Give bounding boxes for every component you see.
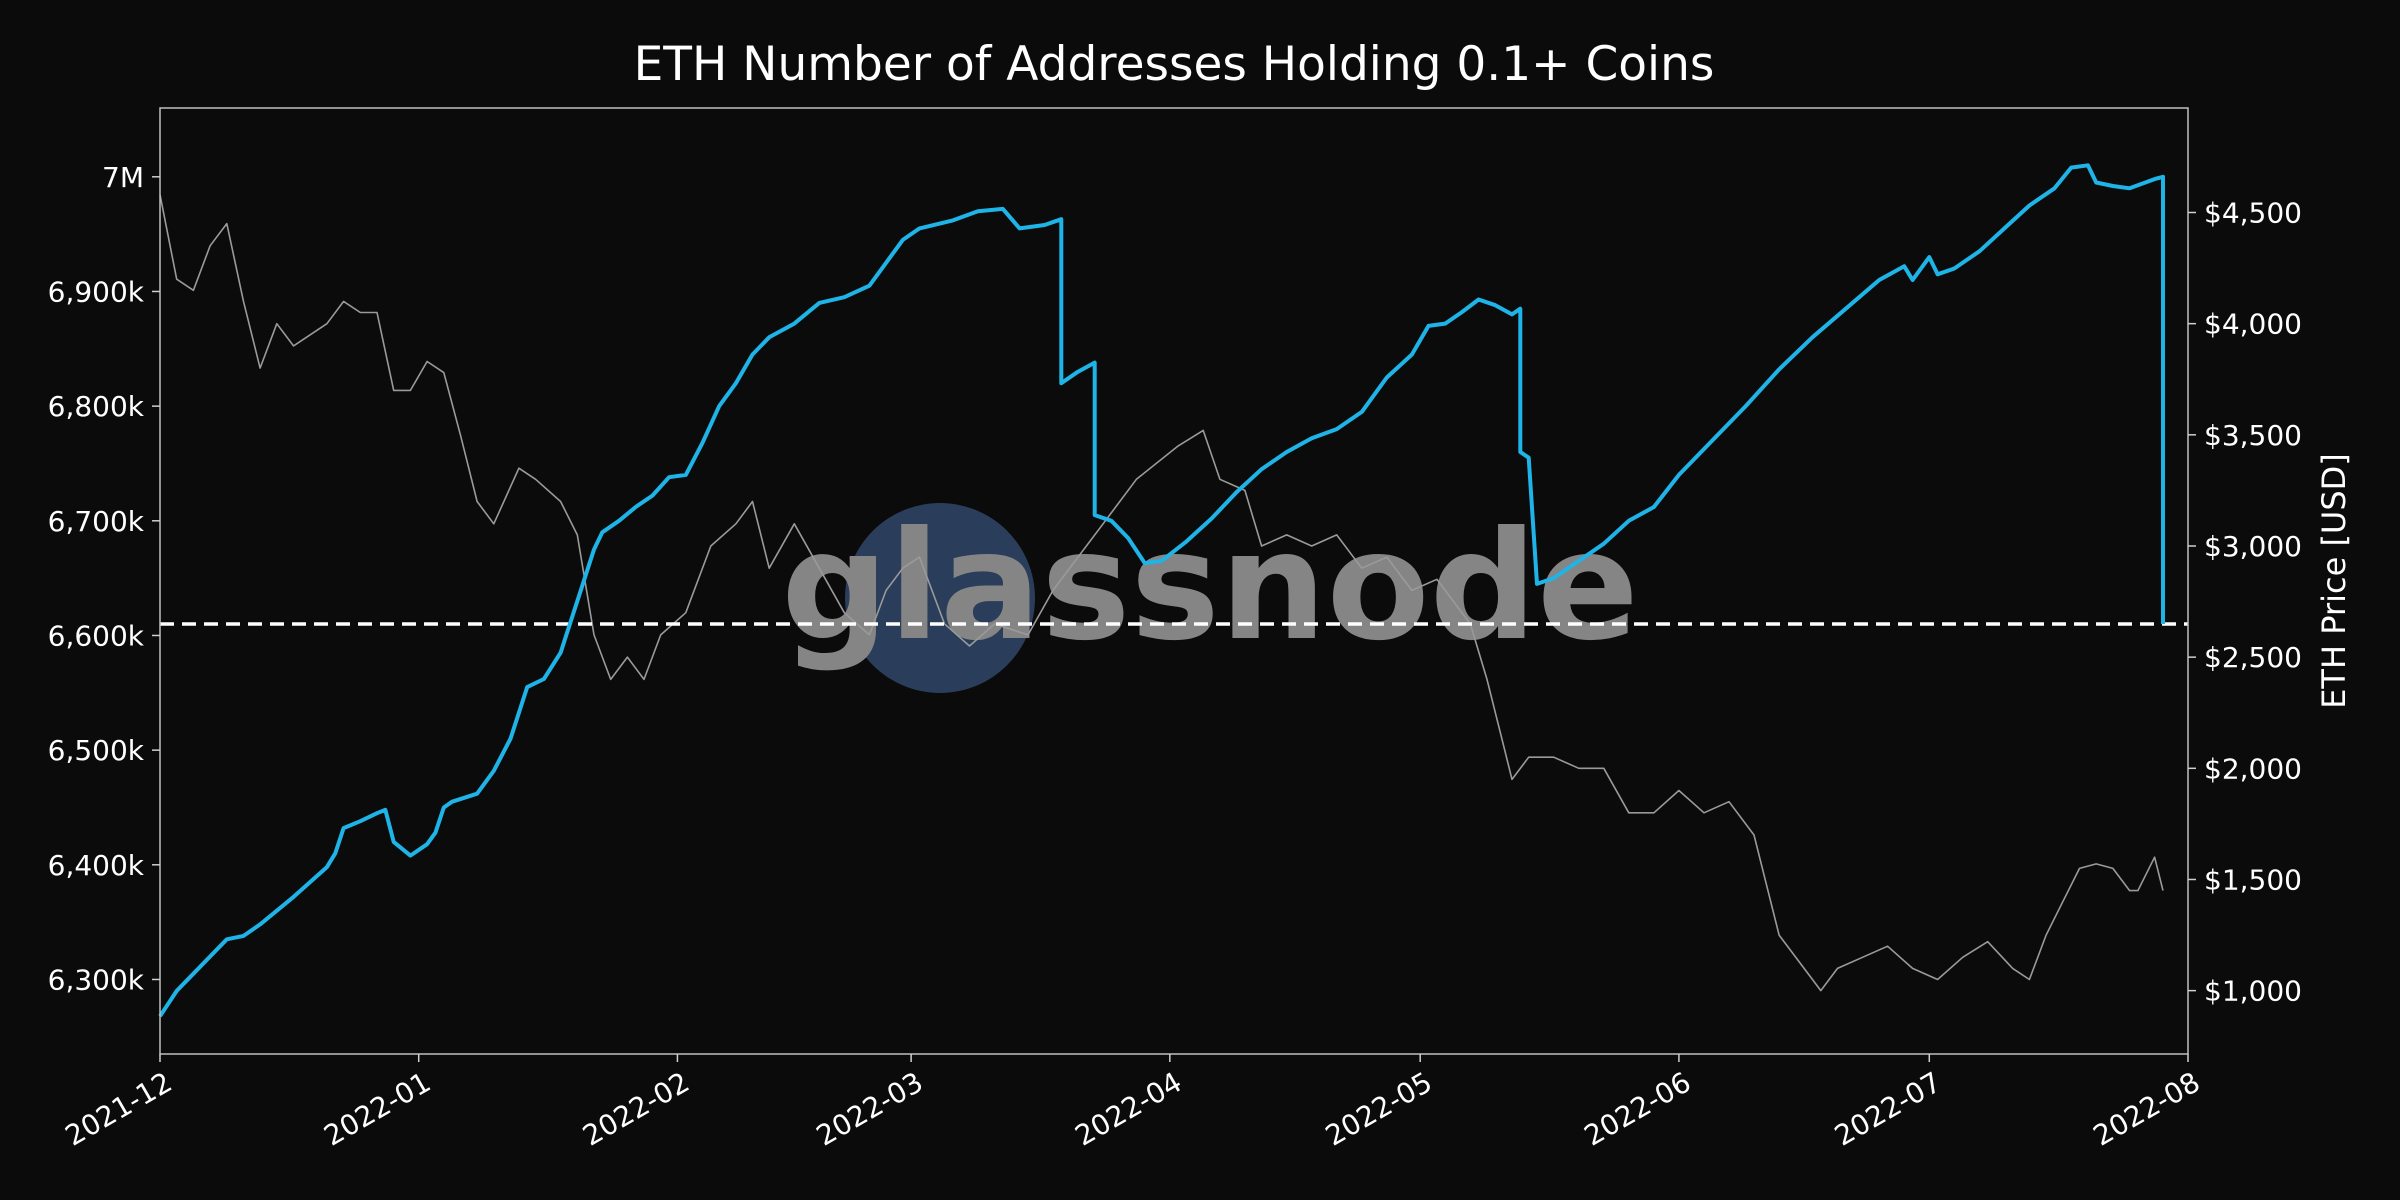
addresses-series: [158, 163, 2165, 1018]
eth-price-line: [159, 194, 2164, 992]
y-left-tick-label: 6,500k: [48, 734, 145, 767]
y-right-tick-label: $1,000: [2204, 975, 2302, 1008]
eth-price-series: [159, 194, 2164, 992]
svg-text:glassnode: glassnode: [781, 500, 1639, 674]
plot-frame: [159, 107, 2189, 1055]
y-right-tick-label: $1,500: [2204, 863, 2302, 896]
addresses-line: [158, 163, 2165, 1018]
y-right-tick-label: $2,000: [2204, 752, 2302, 785]
y-left-tick-label: 6,900k: [48, 275, 145, 308]
glassnode-watermark-logo: glassnode: [781, 500, 1639, 693]
y-left-tick-label: 6,300k: [48, 963, 145, 996]
y-right-tick-label: $3,500: [2204, 419, 2302, 452]
y-right-tick-label: $4,500: [2204, 196, 2302, 229]
y-right-tick-label: $3,000: [2204, 530, 2302, 563]
y-left-tick-label: 7M: [102, 161, 144, 194]
y-right-tick-label: $4,000: [2204, 308, 2302, 341]
y-right-axis-ticks: $4,500 $4,000 $3,500 $3,000 $2,500 $2,000 $1,5…: [2188, 196, 2302, 1008]
y-left-tick-label: 6,400k: [48, 849, 145, 882]
y-left-tick-label: 6,600k: [48, 619, 145, 652]
y-left-tick-label: 6,800k: [48, 390, 145, 423]
y-left-tick-label: 6,700k: [48, 505, 145, 538]
y-right-tick-label: $2,500: [2204, 641, 2302, 674]
y-right-axis-label: ETH Price [USD]: [2315, 453, 2353, 709]
y-left-axis-ticks: 7M 6,900k 6,800k 6,700k 6,600k 6,500k 6,400k 6,…: [48, 161, 160, 996]
chart-title: ETH Number of Addresses Holding 0.1+ Coi…: [634, 37, 1715, 92]
